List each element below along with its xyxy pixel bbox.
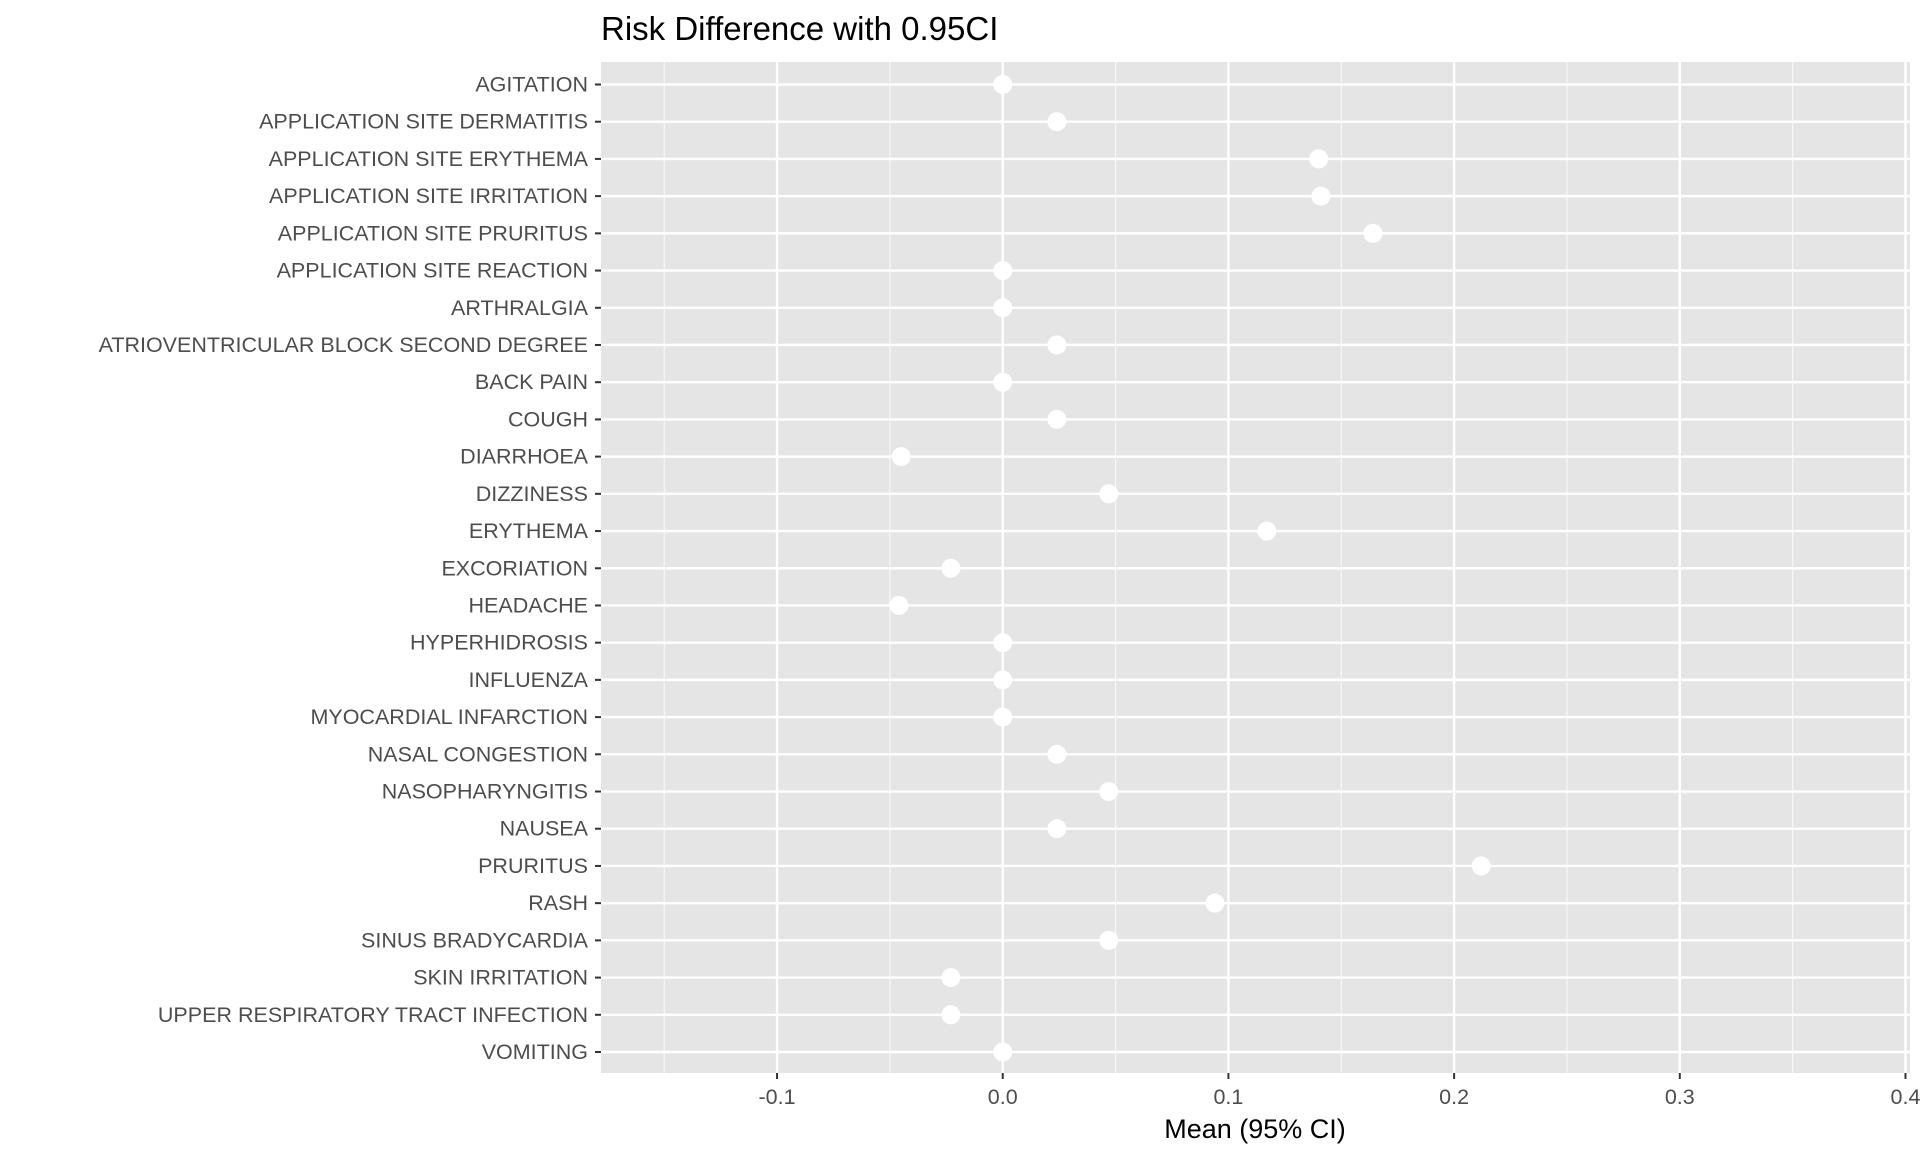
- data-point: [993, 707, 1013, 727]
- category-label: NAUSEA: [500, 817, 589, 841]
- category-label: INFLUENZA: [469, 668, 589, 692]
- category-label: UPPER RESPIRATORY TRACT INFECTION: [158, 1003, 588, 1027]
- data-point: [1257, 521, 1277, 541]
- category-label: SKIN IRRITATION: [413, 966, 588, 990]
- data-point: [993, 633, 1013, 653]
- category-label: VOMITING: [482, 1040, 588, 1064]
- x-tick-label: 0.1: [1213, 1085, 1243, 1109]
- x-axis-ticks: [595, 83, 1907, 1079]
- category-label: RASH: [528, 891, 588, 915]
- data-point: [993, 298, 1013, 318]
- data-point: [993, 670, 1013, 690]
- category-label: DIARRHOEA: [460, 445, 588, 469]
- data-point: [941, 968, 961, 988]
- data-point: [889, 595, 909, 615]
- category-label: APPLICATION SITE DERMATITIS: [259, 110, 588, 134]
- data-point: [1047, 112, 1067, 132]
- data-points: [889, 75, 1491, 1062]
- category-label: COUGH: [508, 407, 588, 431]
- data-point: [1099, 484, 1119, 504]
- category-label: ARTHRALGIA: [451, 296, 589, 320]
- category-label: NASOPHARYNGITIS: [382, 780, 588, 804]
- data-point: [1047, 335, 1067, 355]
- data-point: [941, 558, 961, 578]
- category-label: AGITATION: [475, 73, 588, 97]
- category-label: BACK PAIN: [475, 370, 588, 394]
- data-point: [1047, 819, 1067, 839]
- category-labels: AGITATION APPLICATION SITE DERMATITIS APPL…: [99, 73, 589, 1065]
- category-label: DIZZINESS: [476, 482, 588, 506]
- x-tick-label: 0.3: [1665, 1085, 1695, 1109]
- data-point: [1047, 744, 1067, 764]
- data-point: [891, 447, 911, 467]
- x-tick-label: 0.2: [1439, 1085, 1469, 1109]
- category-label: ATRIOVENTRICULAR BLOCK SECOND DEGREE: [99, 333, 588, 357]
- category-label: APPLICATION SITE IRRITATION: [269, 184, 588, 208]
- category-label: NASAL CONGESTION: [368, 742, 588, 766]
- data-point: [941, 1005, 961, 1025]
- data-point: [1311, 186, 1331, 206]
- chart-title: Risk Difference with 0.95CI: [601, 10, 998, 47]
- data-point: [1205, 893, 1225, 913]
- x-tick-label: 0.0: [988, 1085, 1018, 1109]
- data-point: [993, 372, 1013, 392]
- data-point: [993, 1042, 1013, 1062]
- category-label: HYPERHIDROSIS: [410, 631, 588, 655]
- data-point: [993, 261, 1013, 281]
- major-gridlines: [601, 62, 1910, 1073]
- category-label: EXCORIATION: [441, 556, 588, 580]
- x-tick-label: -0.1: [759, 1085, 796, 1109]
- data-point: [1099, 930, 1119, 950]
- x-axis-tick-labels: -0.1 0.0 0.1 0.2 0.3 0.4: [759, 1085, 1920, 1109]
- category-label: APPLICATION SITE ERYTHEMA: [269, 147, 589, 171]
- x-axis-title: Mean (95% CI): [1164, 1114, 1346, 1144]
- data-point: [1099, 782, 1119, 802]
- category-label: ERYTHEMA: [469, 519, 589, 543]
- category-label: APPLICATION SITE REACTION: [277, 259, 588, 283]
- data-point: [993, 75, 1013, 94]
- data-point: [1471, 856, 1491, 876]
- category-label: MYOCARDIAL INFARCTION: [310, 705, 588, 729]
- category-label: SINUS BRADYCARDIA: [361, 928, 589, 952]
- category-label: PRURITUS: [478, 854, 588, 878]
- data-point: [1363, 223, 1383, 243]
- category-label: APPLICATION SITE PRURITUS: [278, 221, 588, 245]
- x-tick-label: 0.4: [1891, 1085, 1920, 1109]
- data-point: [1309, 149, 1329, 169]
- category-label: HEADACHE: [469, 593, 588, 617]
- data-point: [1047, 409, 1067, 429]
